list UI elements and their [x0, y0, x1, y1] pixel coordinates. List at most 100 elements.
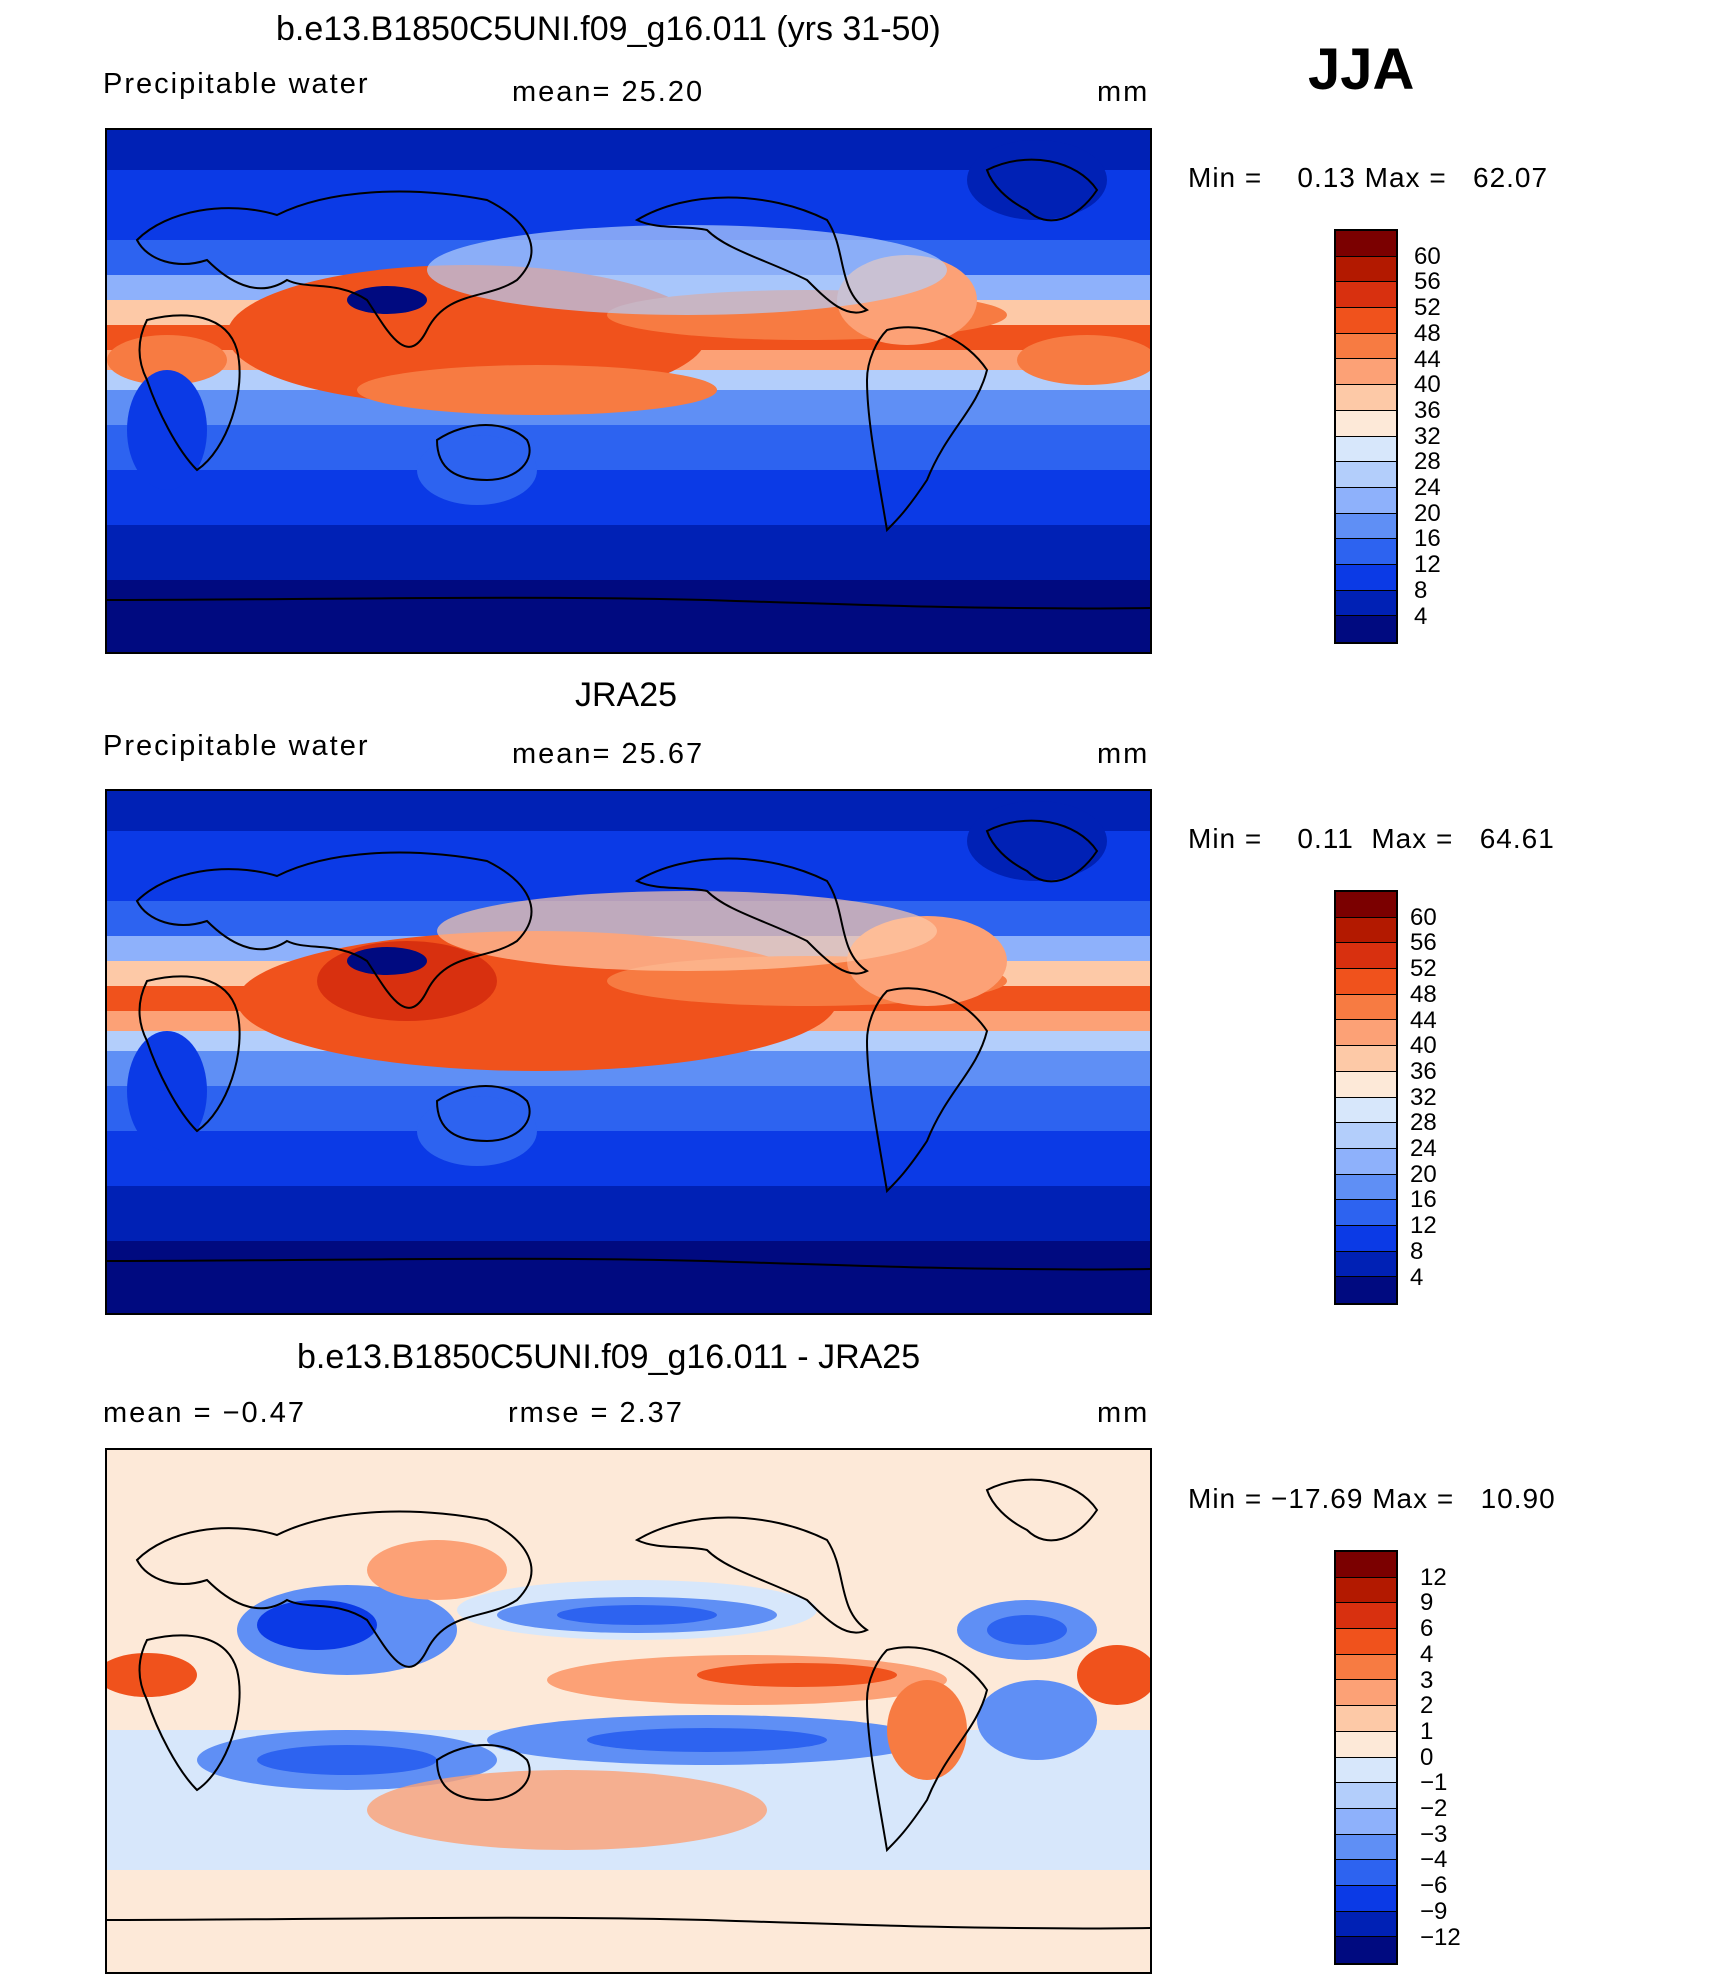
panel-1-variable-label: Precipitable water — [103, 68, 370, 100]
colorbar-segment — [1336, 1731, 1396, 1758]
colorbar-tick-label: 12 — [1420, 1563, 1447, 1591]
colorbar-segment — [1336, 359, 1396, 386]
colorbar-tick-label: 28 — [1414, 448, 1441, 476]
panel-1-minmax: Min = 0.13 Max = 62.07 — [1188, 162, 1549, 193]
colorbar-segment — [1336, 616, 1396, 642]
colorbar-segment — [1336, 1654, 1396, 1681]
colorbar-tick-label: 52 — [1414, 294, 1441, 322]
colorbar-segment — [1336, 1174, 1396, 1201]
colorbar-tick-label: 60 — [1410, 903, 1437, 931]
colorbar-segment — [1336, 539, 1396, 565]
colorbar-segment — [1336, 1277, 1396, 1303]
colorbar-tick-label: 2 — [1420, 1692, 1434, 1720]
colorbar-segment — [1336, 333, 1396, 360]
colorbar-segment — [1336, 1123, 1396, 1149]
colorbar-tick-label: −6 — [1420, 1872, 1448, 1900]
colorbar-tick-label: −4 — [1420, 1846, 1448, 1874]
panel-2-title: JRA25 — [575, 676, 678, 714]
colorbar-tick-label: 20 — [1410, 1160, 1437, 1188]
colorbar-segment — [1336, 308, 1396, 334]
colorbar-tick-label: 24 — [1414, 474, 1441, 501]
panel-3-units-label: mm — [1097, 1397, 1150, 1429]
colorbar-tick-label: 28 — [1410, 1109, 1437, 1137]
panel-1-map — [105, 128, 1152, 654]
panel-3-minmax: Min = −17.69 Max = 10.90 — [1188, 1483, 1556, 1514]
colorbar-segment — [1336, 1071, 1396, 1098]
colorbar-tick-label: 40 — [1410, 1032, 1437, 1060]
colorbar-segment — [1336, 1020, 1396, 1047]
panel-2-colorbar — [1334, 890, 1398, 1305]
panel-3-map — [105, 1448, 1152, 1974]
colorbar-segment — [1336, 385, 1396, 411]
panel-2-variable-label: Precipitable water — [103, 730, 370, 762]
colorbar-segment — [1336, 1200, 1396, 1226]
colorbar-tick-label: 4 — [1414, 602, 1428, 630]
season-label: JJA — [1308, 37, 1415, 102]
colorbar-tick-label: 36 — [1414, 396, 1441, 424]
colorbar-segment — [1336, 1911, 1396, 1938]
colorbar-segment — [1336, 1097, 1396, 1124]
colorbar-segment — [1336, 994, 1396, 1021]
colorbar-segment — [1336, 1808, 1396, 1835]
colorbar-tick-label: 56 — [1414, 268, 1441, 296]
colorbar-tick-label: 32 — [1410, 1083, 1437, 1111]
colorbar-segment — [1336, 1885, 1396, 1912]
colorbar-tick-label: −1 — [1420, 1769, 1448, 1797]
colorbar-tick-label: 56 — [1410, 929, 1437, 957]
colorbar-segment — [1336, 1706, 1396, 1732]
colorbar-segment — [1336, 1860, 1396, 1886]
colorbar-tick-label: 3 — [1420, 1666, 1434, 1694]
panel-3-colorbar — [1334, 1550, 1398, 1965]
colorbar-tick-label: 52 — [1410, 955, 1437, 983]
colorbar-segment — [1336, 1757, 1396, 1784]
colorbar-segment — [1336, 462, 1396, 488]
colorbar-tick-label: 44 — [1414, 345, 1441, 373]
colorbar-tick-label: 24 — [1410, 1135, 1437, 1162]
colorbar-segment — [1336, 1937, 1396, 1963]
colorbar-tick-label: 0 — [1420, 1743, 1434, 1771]
colorbar-segment — [1336, 969, 1396, 995]
colorbar-tick-label: 8 — [1410, 1237, 1424, 1265]
colorbar-tick-label: 48 — [1410, 980, 1437, 1008]
colorbar-tick-label: 48 — [1414, 319, 1441, 347]
colorbar-segment — [1336, 1680, 1396, 1707]
colorbar-segment — [1336, 1046, 1396, 1072]
colorbar-segment — [1336, 590, 1396, 617]
colorbar-segment — [1336, 256, 1396, 283]
colorbar-tick-label: 36 — [1410, 1057, 1437, 1085]
colorbar-tick-label: 9 — [1420, 1589, 1434, 1617]
colorbar-tick-label: 60 — [1414, 242, 1441, 270]
colorbar-tick-label: −12 — [1420, 1923, 1461, 1951]
colorbar-tick-label: 44 — [1410, 1006, 1437, 1034]
colorbar-segment — [1336, 513, 1396, 540]
colorbar-segment — [1336, 1783, 1396, 1809]
colorbar-tick-label: 20 — [1414, 499, 1441, 527]
colorbar-segment — [1336, 487, 1396, 514]
colorbar-segment — [1336, 943, 1396, 970]
colorbar-segment — [1336, 1552, 1396, 1578]
panel-1-title: b.e13.B1850C5UNI.f09_g16.011 (yrs 31-50) — [276, 10, 941, 48]
colorbar-segment — [1336, 410, 1396, 437]
colorbar-tick-label: 12 — [1410, 1212, 1437, 1240]
colorbar-segment — [1336, 1225, 1396, 1252]
panel-3-rmse-label: rmse = 2.37 — [508, 1397, 684, 1429]
colorbar-tick-label: 16 — [1410, 1186, 1437, 1214]
colorbar-tick-label: 40 — [1414, 371, 1441, 399]
colorbar-tick-label: −9 — [1420, 1897, 1448, 1925]
panel-3-mean-label: mean = −0.47 — [103, 1397, 306, 1429]
colorbar-segment — [1336, 917, 1396, 944]
colorbar-segment — [1336, 282, 1396, 309]
colorbar-tick-label: 6 — [1420, 1615, 1434, 1643]
colorbar-segment — [1336, 1148, 1396, 1175]
panel-1-units-label: mm — [1097, 76, 1150, 108]
panel-1-colorbar — [1334, 229, 1398, 644]
panel-2-mean-label: mean= 25.67 — [512, 738, 705, 770]
colorbar-tick-label: −3 — [1420, 1820, 1448, 1848]
colorbar-segment — [1336, 1629, 1396, 1655]
colorbar-tick-label: −2 — [1420, 1795, 1448, 1822]
colorbar-tick-label: 16 — [1414, 525, 1441, 553]
colorbar-tick-label: 32 — [1414, 422, 1441, 450]
colorbar-tick-label: 1 — [1420, 1717, 1434, 1745]
colorbar-segment — [1336, 892, 1396, 918]
panel-1-mean-label: mean= 25.20 — [512, 76, 705, 108]
